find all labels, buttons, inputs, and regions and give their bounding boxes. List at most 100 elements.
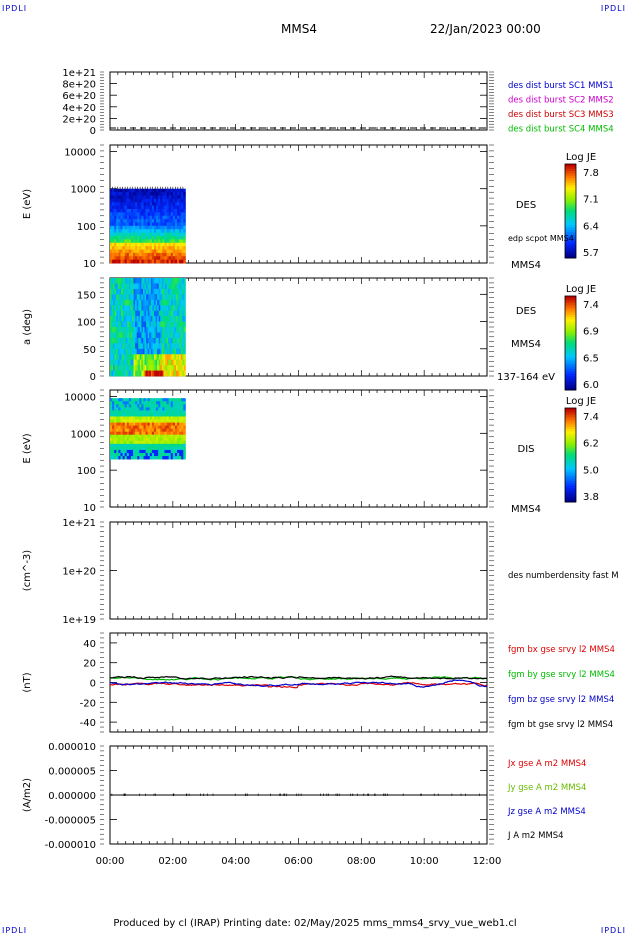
heatmap-cell — [141, 407, 144, 411]
heatmap-cell — [177, 449, 180, 454]
heatmap-cell — [152, 316, 155, 322]
heatmap-cell — [153, 410, 157, 414]
heatmap-cell — [114, 252, 117, 257]
heatmap-cell — [170, 222, 174, 227]
heatmap-cell — [110, 283, 112, 290]
heatmap-cell — [142, 310, 145, 317]
heatmap-cell — [161, 337, 164, 344]
heatmap-cell — [151, 425, 155, 430]
heatmap-cell — [130, 249, 134, 254]
heatmap-cell — [177, 188, 180, 193]
heatmap-cell — [130, 259, 134, 264]
heatmap-cell — [164, 370, 167, 377]
heatmap-cell — [161, 332, 164, 339]
heatmap-cell — [114, 198, 117, 203]
colorbar-segment — [565, 480, 576, 484]
heatmap-cell — [139, 437, 142, 442]
heatmap-cell — [168, 288, 171, 295]
heatmap-cell — [118, 446, 121, 451]
heatmap-cell — [122, 212, 126, 217]
colorbar-segment — [565, 319, 576, 323]
heatmap-cell — [128, 202, 132, 206]
heatmap-cell — [112, 410, 115, 414]
heatmap-cell — [145, 422, 149, 426]
colorbar-segment — [565, 343, 576, 346]
heatmap-cell — [179, 440, 182, 445]
heatmap-cell — [162, 425, 165, 430]
des-pitch-spectrogram — [110, 278, 186, 377]
heatmap-cell — [136, 299, 139, 306]
heatmap-cell — [168, 327, 171, 333]
heatmap-cell — [124, 398, 128, 402]
heatmap-cell — [139, 288, 142, 295]
heatmap-cell — [144, 365, 147, 371]
heatmap-cell — [118, 212, 121, 217]
heatmap-cell — [155, 365, 158, 371]
heatmap-cell — [147, 239, 151, 244]
heatmap-cell — [147, 431, 151, 436]
heatmap-cell — [166, 239, 170, 244]
heatmap-cell — [168, 316, 171, 322]
heatmap-cell — [122, 327, 125, 333]
heatmap-cell — [162, 259, 165, 264]
side-label: DES — [516, 200, 536, 211]
heatmap-cell — [137, 446, 140, 451]
heatmap-cell — [122, 404, 126, 408]
colorbar-segment — [565, 371, 576, 375]
colorbar-segment — [565, 364, 576, 367]
heatmap-cell — [122, 370, 125, 377]
heatmap-cell — [177, 225, 180, 230]
heatmap-cell — [177, 343, 180, 350]
heatmap-cell — [133, 202, 136, 206]
heatmap-cell — [116, 246, 119, 250]
heatmap-cell — [156, 192, 159, 196]
heatmap-cell — [145, 410, 149, 414]
heatmap-cell — [143, 425, 147, 430]
heatmap-cell — [183, 321, 186, 328]
heatmap-cell — [124, 452, 128, 457]
heatmap-cell — [111, 294, 114, 301]
heatmap-cell — [141, 437, 144, 442]
heatmap-cell — [153, 283, 156, 290]
colorbar-segment — [565, 331, 576, 335]
heatmap-cell — [119, 283, 122, 290]
heatmap-cell — [133, 215, 136, 220]
heatmap-cell — [181, 242, 184, 247]
heatmap-cell — [130, 332, 133, 339]
heatmap-cell — [156, 195, 159, 200]
heatmap-cell — [146, 337, 149, 344]
heatmap-cell — [181, 195, 184, 200]
heatmap-cell — [124, 235, 128, 240]
colorbar-segment — [565, 338, 576, 342]
heatmap-cell — [153, 422, 157, 426]
heatmap-cell — [120, 440, 123, 445]
heatmap-cell — [153, 246, 157, 250]
heatmap-cell — [120, 449, 123, 454]
heatmap-cell — [116, 419, 119, 423]
heatmap-cell — [110, 348, 112, 355]
heatmap-cell — [160, 219, 163, 223]
heatmap-cell — [120, 239, 123, 244]
colorbar-segment — [565, 328, 576, 332]
heatmap-cell — [114, 443, 117, 448]
heatmap-cell — [158, 192, 161, 196]
heatmap-cell — [177, 215, 180, 220]
heatmap-cell — [114, 425, 117, 430]
heatmap-cell — [130, 354, 133, 361]
heatmap-cell — [130, 327, 133, 333]
heatmap-cell — [156, 440, 159, 445]
heatmap-cell — [126, 456, 130, 460]
heatmap-cell — [124, 252, 128, 257]
heatmap-cell — [183, 195, 186, 200]
heatmap-cell — [170, 425, 174, 430]
heatmap-cell — [112, 431, 115, 436]
heatmap-cell — [138, 316, 141, 322]
heatmap-cell — [118, 404, 121, 408]
heatmap-cell — [158, 348, 161, 355]
heatmap-cell — [164, 416, 167, 420]
heatmap-cell — [172, 232, 176, 237]
heatmap-cell — [182, 327, 185, 333]
heatmap-cell — [158, 428, 161, 433]
heatmap-cell — [147, 437, 151, 442]
heatmap-cell — [114, 449, 117, 454]
